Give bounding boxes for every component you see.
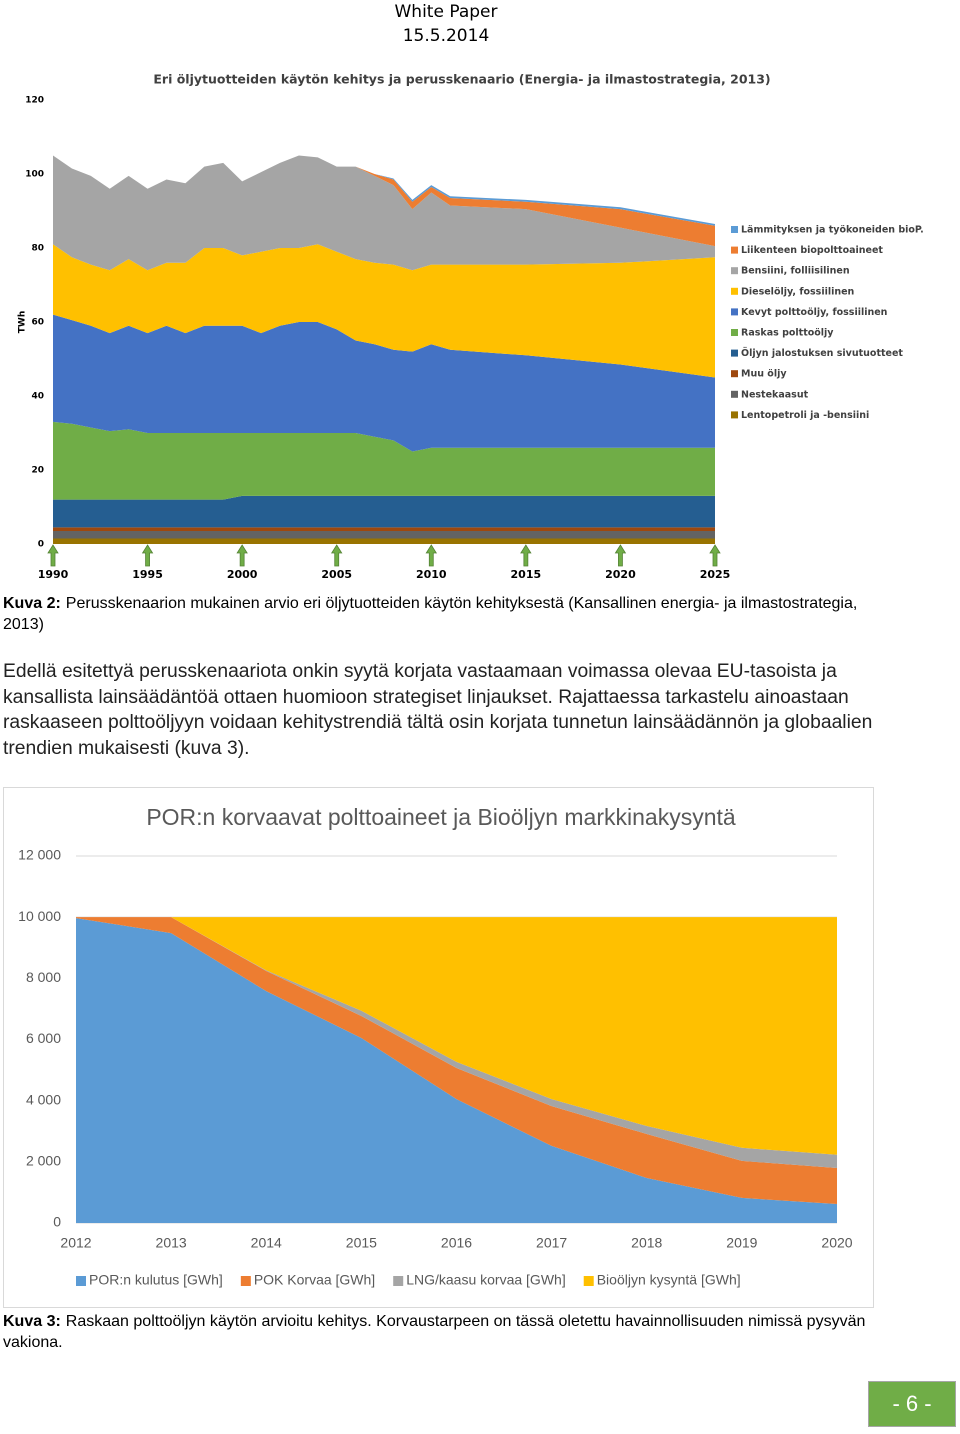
page-number: - 6 - — [868, 1381, 956, 1427]
x-tick-arrow — [141, 544, 154, 567]
legend-swatch — [76, 1276, 86, 1286]
x-tick-arrow — [47, 544, 59, 567]
y-tick-label: 12 000 — [18, 847, 61, 863]
x-tick-arrow — [330, 544, 343, 567]
legend-swatch — [731, 370, 738, 378]
x-tick-label: 2025 — [700, 568, 731, 581]
legend-swatch — [731, 246, 738, 254]
legend-label: LNG/kaasu korvaa [GWh] — [406, 1272, 566, 1288]
legend-swatch — [393, 1276, 404, 1286]
y-tick-label: 4 000 — [26, 1091, 61, 1107]
legend-label: Bioöljyn kysyntä [GWh] — [597, 1272, 741, 1288]
chart: Eri öljytuotteiden käytön kehitys ja per… — [18, 72, 924, 582]
area — [76, 918, 837, 1223]
legend-swatch — [240, 1276, 251, 1286]
legend-swatch — [731, 267, 738, 275]
x-tick-label: 2005 — [321, 568, 352, 581]
x-tick-label: 2020 — [605, 568, 636, 581]
area — [53, 495, 715, 528]
x-tick-arrow — [425, 544, 438, 567]
chart-title: POR:n korvaavat polttoaineet ja Bioöljyn… — [146, 804, 736, 830]
x-tick-arrow — [709, 544, 721, 567]
x-tick-label: 2012 — [60, 1235, 91, 1251]
legend-swatch — [731, 349, 738, 357]
legend-label: Kevyt polttoöljy, fossiilinen — [741, 307, 888, 318]
area — [53, 421, 715, 500]
x-tick-label: 1990 — [38, 568, 69, 581]
x-tick-label: 2017 — [536, 1235, 567, 1251]
caption: Kuva 3: Raskaan polttoöljyn käytön arvioi… — [3, 1311, 883, 1353]
y-tick-label: 40 — [31, 392, 44, 402]
x-tick-label: 2019 — [726, 1235, 757, 1251]
x-tick-label: 2000 — [227, 568, 258, 581]
legend-swatch — [731, 287, 738, 295]
area — [76, 917, 837, 1205]
area — [76, 917, 837, 1155]
area — [53, 244, 715, 378]
legend-swatch — [731, 390, 738, 398]
legend-swatch — [583, 1276, 594, 1286]
header-title: White Paper — [394, 2, 498, 22]
area — [53, 531, 715, 539]
x-tick-label: 2010 — [416, 568, 447, 581]
legend-swatch — [731, 329, 738, 336]
y-tick-label: 100 — [25, 170, 44, 180]
caption-label: Kuva 2: — [3, 595, 61, 612]
x-tick-label: 2020 — [821, 1235, 852, 1251]
x-tick-label: 2013 — [156, 1235, 187, 1251]
x-tick-label: 2018 — [631, 1235, 662, 1251]
caption: Kuva 2: Perusskenaarion mukainen arvio er… — [3, 593, 883, 635]
x-tick-arrow — [236, 544, 248, 567]
y-tick-label: 6 000 — [26, 1030, 61, 1046]
chart-title: Eri öljytuotteiden käytön kehitys ja per… — [153, 72, 770, 87]
legend-label: Lentopetroli ja -bensiini — [741, 410, 869, 421]
legend-label: Liikenteen biopolttoaineet — [741, 245, 883, 256]
x-tick-label: 2015 — [346, 1235, 377, 1251]
legend-label: POK Korvaa [GWh] — [254, 1272, 375, 1288]
area — [53, 538, 715, 544]
x-tick-label: 1995 — [132, 568, 163, 581]
y-tick-label: 0 — [38, 540, 44, 550]
legend-swatch — [731, 226, 738, 233]
y-tick-label: 10 000 — [18, 908, 61, 924]
y-tick-label: 120 — [25, 96, 44, 106]
area — [53, 314, 715, 452]
legend-label: Muu öljy — [741, 369, 787, 380]
x-tick-label: 2015 — [511, 568, 542, 581]
y-axis-label: TWh — [18, 311, 28, 333]
legend-label: Öljyn jalostuksen sivutuotteet — [741, 348, 903, 359]
x-tick-arrow — [614, 544, 627, 567]
legend-swatch — [731, 308, 738, 316]
chart: POR:n korvaavat polttoaineet ja Bioöljyn… — [18, 804, 853, 1288]
caption-text: Perusskenaarion mukainen arvio eri öljyt… — [3, 595, 858, 633]
y-tick-label: 60 — [31, 318, 44, 328]
chart-frame: POR:n korvaavat polttoaineet ja Bioöljyn… — [3, 787, 874, 1308]
paragraph: Edellä esitettyä perusskenaariota onkin … — [3, 661, 873, 759]
caption-label: Kuva 3: — [3, 1313, 61, 1330]
y-tick-label: 0 — [53, 1214, 61, 1230]
legend-label: Nestekaasut — [741, 389, 809, 400]
x-tick-label: 2014 — [251, 1235, 282, 1251]
legend-label: Raskas polttoöljy — [741, 328, 834, 339]
y-tick-label: 2 000 — [26, 1153, 61, 1169]
legend-label: Dieselöljy, fossiilinen — [741, 286, 855, 297]
y-tick-label: 80 — [31, 244, 44, 254]
y-tick-label: 20 — [31, 466, 44, 476]
legend-swatch — [731, 411, 738, 419]
y-tick-label: 8 000 — [26, 969, 61, 985]
legend-label: Bensiini, folliisilinen — [741, 266, 850, 277]
caption-text: Raskaan polttoöljyn käytön arvioitu kehi… — [3, 1313, 866, 1351]
legend-label: POR:n kulutus [GWh] — [89, 1272, 223, 1288]
legend-label: Lämmityksen ja työkoneiden bioP. — [741, 225, 924, 236]
header-date: 15.5.2014 — [402, 26, 490, 46]
area — [53, 155, 715, 271]
x-tick-label: 2016 — [441, 1235, 472, 1251]
x-tick-arrow — [520, 544, 532, 567]
area — [53, 527, 715, 532]
